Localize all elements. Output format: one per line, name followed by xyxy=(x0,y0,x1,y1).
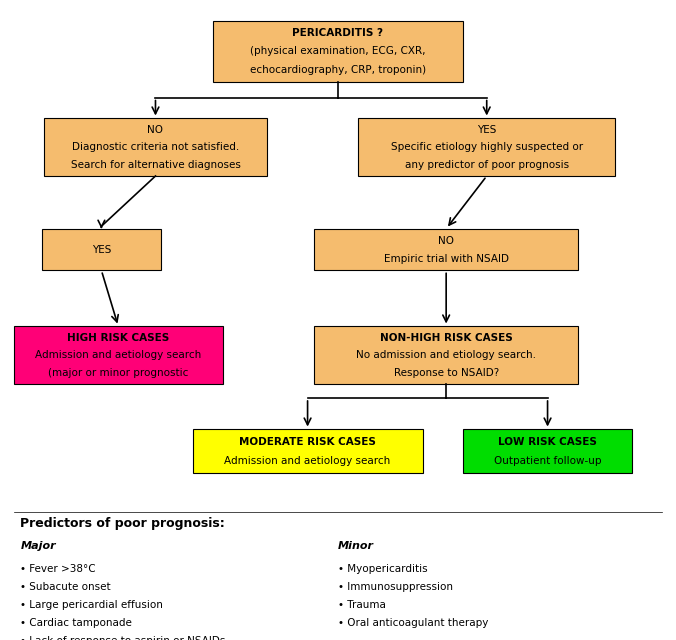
Text: • Myopericarditis: • Myopericarditis xyxy=(338,564,428,574)
Text: PERICARDITIS ?: PERICARDITIS ? xyxy=(293,28,383,38)
Text: • Cardiac tamponade: • Cardiac tamponade xyxy=(20,618,132,628)
Text: Outpatient follow-up: Outpatient follow-up xyxy=(493,456,602,466)
Text: Major: Major xyxy=(20,541,56,552)
Text: Response to NSAID?: Response to NSAID? xyxy=(393,367,499,378)
Text: • Fever >38°C: • Fever >38°C xyxy=(20,564,96,574)
FancyBboxPatch shape xyxy=(14,326,223,384)
FancyBboxPatch shape xyxy=(44,118,267,176)
FancyBboxPatch shape xyxy=(463,429,632,473)
FancyBboxPatch shape xyxy=(314,326,578,384)
Text: • Immunosuppression: • Immunosuppression xyxy=(338,582,453,592)
Text: (physical examination, ECG, CXR,: (physical examination, ECG, CXR, xyxy=(250,46,426,56)
Text: YES: YES xyxy=(477,125,496,135)
FancyBboxPatch shape xyxy=(42,228,160,270)
Text: • Subacute onset: • Subacute onset xyxy=(20,582,111,592)
Text: any predictor of poor prognosis: any predictor of poor prognosis xyxy=(405,159,569,170)
Text: NO: NO xyxy=(438,236,454,246)
Text: • Large pericardial effusion: • Large pericardial effusion xyxy=(20,600,163,610)
FancyBboxPatch shape xyxy=(314,228,578,270)
Text: YES: YES xyxy=(92,244,111,255)
Text: Specific etiology highly suspected or: Specific etiology highly suspected or xyxy=(391,142,583,152)
Text: echocardiography, CRP, troponin): echocardiography, CRP, troponin) xyxy=(250,65,426,75)
Text: Empiric trial with NSAID: Empiric trial with NSAID xyxy=(384,253,508,264)
Text: LOW RISK CASES: LOW RISK CASES xyxy=(498,436,597,447)
Text: • Lack of response to aspirin or NSAIDs: • Lack of response to aspirin or NSAIDs xyxy=(20,636,226,640)
Text: No admission and etiology search.: No admission and etiology search. xyxy=(356,350,536,360)
Text: MODERATE RISK CASES: MODERATE RISK CASES xyxy=(239,436,376,447)
Text: (major or minor prognostic: (major or minor prognostic xyxy=(48,367,189,378)
Text: NON-HIGH RISK CASES: NON-HIGH RISK CASES xyxy=(380,333,512,343)
Text: Admission and aetiology search: Admission and aetiology search xyxy=(35,350,201,360)
Text: Admission and aetiology search: Admission and aetiology search xyxy=(224,456,391,466)
Text: Diagnostic criteria not satisfied.: Diagnostic criteria not satisfied. xyxy=(72,142,239,152)
FancyBboxPatch shape xyxy=(213,20,463,81)
Text: Minor: Minor xyxy=(338,541,374,552)
Text: • Trauma: • Trauma xyxy=(338,600,386,610)
FancyBboxPatch shape xyxy=(358,118,615,176)
Text: HIGH RISK CASES: HIGH RISK CASES xyxy=(67,333,170,343)
Text: Search for alternative diagnoses: Search for alternative diagnoses xyxy=(70,159,241,170)
Text: NO: NO xyxy=(147,125,164,135)
Text: • Oral anticoagulant therapy: • Oral anticoagulant therapy xyxy=(338,618,488,628)
Text: Predictors of poor prognosis:: Predictors of poor prognosis: xyxy=(20,517,225,530)
FancyBboxPatch shape xyxy=(193,429,422,473)
